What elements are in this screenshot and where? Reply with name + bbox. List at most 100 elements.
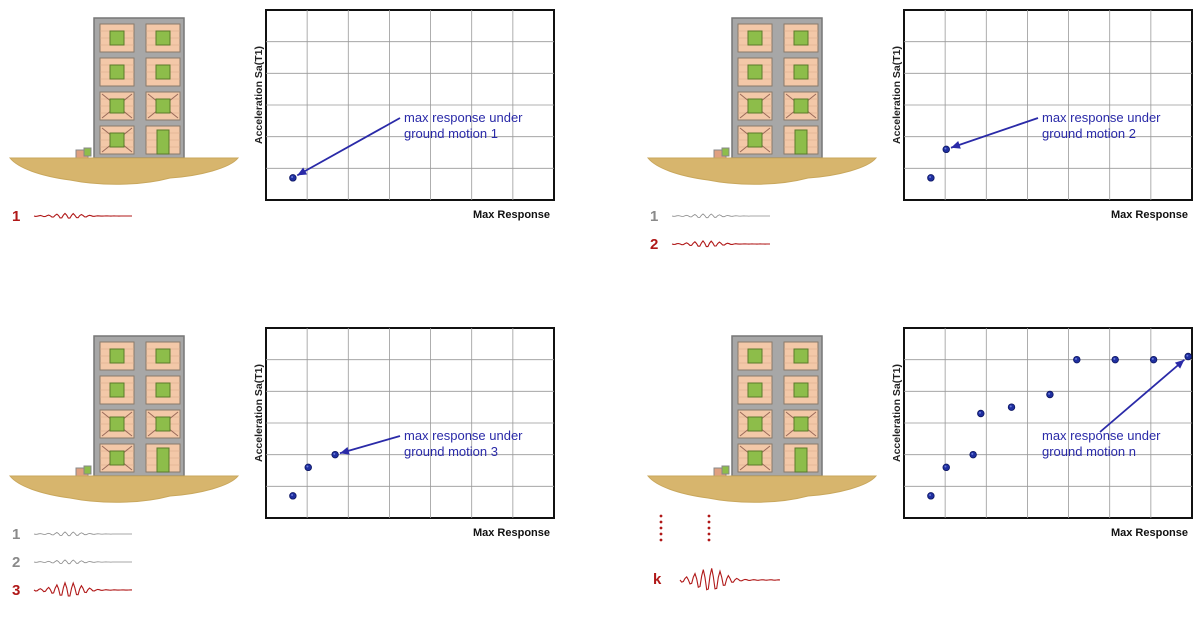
ground-motion-label: 1 <box>650 208 658 225</box>
ground-motion-list: 1 <box>12 208 132 225</box>
ellipsis-dot <box>707 514 711 518</box>
arrow-head <box>1174 359 1185 369</box>
ellipsis-dot <box>707 532 711 536</box>
ellipsis-dot <box>707 526 711 530</box>
seismogram-icon <box>671 239 770 248</box>
data-point <box>1073 355 1081 364</box>
ellipsis-dot <box>707 520 711 524</box>
data-point-highlight <box>944 465 947 468</box>
ground-motion-label: k <box>653 571 662 588</box>
building-icon <box>713 335 823 477</box>
building-icon <box>713 17 823 159</box>
seismogram-icon <box>671 213 770 219</box>
ground-motion-label: 1 <box>12 208 20 225</box>
arrow-head <box>950 141 961 149</box>
data-point <box>977 409 985 418</box>
data-point <box>1149 355 1158 364</box>
building-icon <box>75 17 185 159</box>
data-point-highlight <box>944 147 947 150</box>
annotation-arrow <box>296 117 401 177</box>
ground-icon <box>8 475 240 503</box>
data-point-highlight <box>1075 357 1077 360</box>
ground-icon <box>646 157 878 185</box>
panel-ground-motion-3: 1 2 3 Acceleration Sa(T1) Max Response max re… <box>0 318 590 622</box>
data-point-highlight <box>1009 405 1012 408</box>
panel-ground-motion-1: 1 Acceleration Sa(T1) Max Response max resp… <box>0 0 590 304</box>
y-axis-label: Acceleration Sa(T1) <box>891 364 903 462</box>
panel-ground-motion-n: k Acceleration Sa(T1) Max Response max resp… <box>638 318 1195 622</box>
data-point <box>1007 403 1016 411</box>
y-axis-label: Acceleration Sa(T1) <box>253 46 265 144</box>
data-point-highlight <box>306 465 309 468</box>
data-point <box>942 463 950 472</box>
data-point-highlight <box>333 452 336 455</box>
data-point-highlight <box>1113 357 1116 360</box>
annotation-text: max response under <box>1042 428 1161 443</box>
data-point <box>331 450 339 459</box>
data-point <box>289 174 297 182</box>
data-point-highlight <box>971 452 974 455</box>
data-point <box>1046 390 1054 399</box>
data-point <box>927 174 935 182</box>
response-plot: Acceleration Sa(T1) Max Response max respo… <box>891 9 1193 221</box>
data-point-highlight <box>1186 354 1189 357</box>
annotation-text: max response under <box>404 110 523 125</box>
arrow-head <box>339 446 350 455</box>
building-icon <box>75 335 185 477</box>
response-plot: Acceleration Sa(T1) Max Response max respo… <box>253 9 555 221</box>
x-axis-label: Max Response <box>1111 527 1188 539</box>
data-point-highlight <box>979 411 981 414</box>
data-point <box>304 463 312 472</box>
data-point <box>927 492 935 500</box>
annotation-text: ground motion n <box>1042 444 1136 459</box>
annotation-arrow <box>339 435 401 455</box>
ground-motion-label: 1 <box>12 526 20 543</box>
data-point-highlight <box>1048 392 1051 395</box>
x-axis-label: Max Response <box>473 209 550 221</box>
data-point-highlight <box>291 176 294 179</box>
data-point-highlight <box>929 176 932 179</box>
ground-motion-label: 2 <box>650 236 658 253</box>
data-point <box>1111 355 1119 364</box>
data-point <box>289 492 297 500</box>
y-axis-label: Acceleration Sa(T1) <box>253 364 265 462</box>
ground-motion-label: 3 <box>12 582 20 599</box>
data-point-highlight <box>1151 357 1154 360</box>
data-point-highlight <box>291 494 294 497</box>
ground-icon <box>8 157 240 185</box>
ellipsis-dot <box>659 526 663 530</box>
data-point <box>969 450 977 459</box>
response-plot: Acceleration Sa(T1) Max Response max respo… <box>891 327 1193 539</box>
annotation-arrow <box>1099 359 1185 433</box>
data-point <box>1184 352 1192 361</box>
annotation-text: max response under <box>1042 110 1161 125</box>
x-axis-label: Max Response <box>1111 209 1188 221</box>
ground-icon <box>646 475 878 503</box>
x-axis-label: Max Response <box>473 527 550 539</box>
ellipsis-dot <box>659 538 663 542</box>
ground-motion-label: 2 <box>12 554 20 571</box>
data-point <box>942 145 950 154</box>
annotation-arrow <box>950 117 1039 149</box>
ellipsis-dot <box>659 532 663 536</box>
seismogram-icon <box>33 581 132 597</box>
ground-motion-list: k <box>653 514 781 591</box>
seismogram-icon <box>33 531 132 537</box>
annotation-text: ground motion 2 <box>1042 126 1136 141</box>
ground-motion-list: 1 2 3 <box>12 526 132 599</box>
ellipsis-dot <box>659 514 663 518</box>
annotation-text: max response under <box>404 428 523 443</box>
arrow-head <box>297 167 308 176</box>
data-point-highlight <box>929 494 932 497</box>
y-axis-label: Acceleration Sa(T1) <box>891 46 903 144</box>
seismogram-icon <box>33 559 132 565</box>
ground-motion-list: 12 <box>650 208 770 253</box>
response-plot: Acceleration Sa(T1) Max Response max respo… <box>253 327 555 539</box>
annotation-text: ground motion 1 <box>404 126 498 141</box>
panel-ground-motion-2: 1 2 Acceleration Sa(T1) Max Response max res… <box>638 0 1195 304</box>
ellipsis-dot <box>707 538 711 542</box>
ellipsis-dot <box>659 520 663 524</box>
seismogram-icon <box>679 568 781 591</box>
seismogram-icon <box>33 212 132 219</box>
annotation-text: ground motion 3 <box>404 444 498 459</box>
